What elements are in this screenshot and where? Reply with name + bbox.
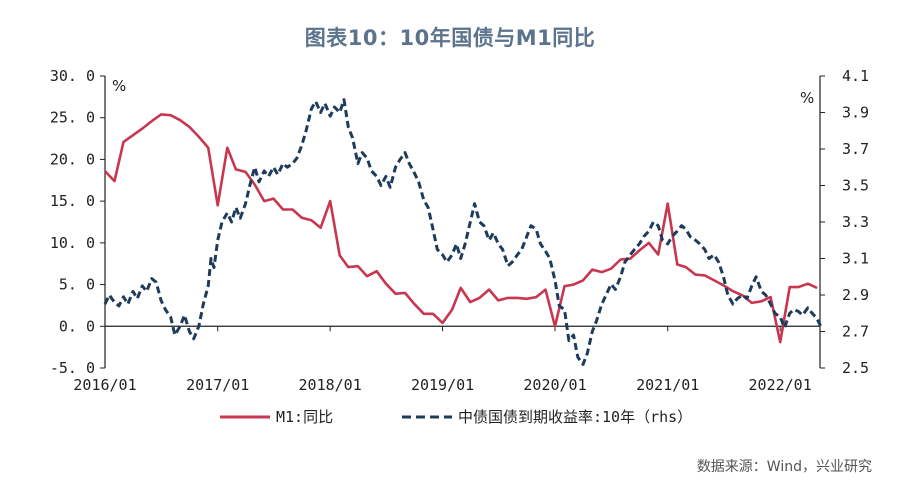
chart-title: 图表10：10年国债与M1同比: [304, 26, 596, 50]
right-tick-label: 4.1: [842, 67, 869, 85]
source-note: 数据来源：Wind，兴业研究: [696, 459, 872, 475]
x-tick-label: 2022/01: [749, 376, 812, 394]
left-tick-label: 15. 0: [50, 192, 95, 210]
m1-series-line: [104, 113, 818, 344]
left-y-axis: 30. 0 25. 0 20. 0 15. 0 10. 0 5. 0 0. 0 -5. 0: [50, 67, 106, 377]
left-tick-label: 30. 0: [50, 67, 95, 85]
bond-yield-series-line: [103, 98, 823, 366]
left-tick-label: 20. 0: [50, 150, 95, 168]
legend: M1:同比 中债国债到期收益率:10年（rhs）: [220, 408, 692, 426]
x-tick-label: 2019/01: [411, 376, 474, 394]
right-tick-label: 3.3: [842, 213, 869, 231]
x-tick-label: 2020/01: [523, 376, 586, 394]
right-tick-label: 2.7: [842, 323, 869, 341]
x-tick-label: 2021/01: [636, 376, 699, 394]
x-tick-label: 2017/01: [186, 376, 249, 394]
right-tick-label: 3.9: [842, 104, 869, 122]
right-tick-label: 2.5: [842, 359, 869, 377]
x-axis: 2016/01 2017/01 2018/01 2019/01 2020/01 2021/…: [73, 325, 820, 394]
left-tick-label: 25. 0: [50, 109, 95, 127]
left-tick-label: 0. 0: [59, 317, 95, 335]
right-y-axis: 4.1 3.9 3.7 3.5 3.3 3.1 2.9 2.7 2.5: [819, 67, 869, 377]
x-tick-label: 2018/01: [299, 376, 362, 394]
x-tick-label: 2016/01: [73, 376, 136, 394]
right-tick-label: 2.9: [842, 286, 869, 304]
legend-label: M1:同比: [276, 408, 333, 426]
legend-label: 中债国债到期收益率:10年（rhs）: [458, 408, 692, 426]
left-unit-label: %: [112, 77, 126, 95]
right-tick-label: 3.1: [842, 250, 869, 268]
left-tick-label: 5. 0: [59, 276, 95, 294]
series-lines: [103, 98, 823, 366]
right-tick-label: 3.7: [842, 140, 869, 158]
right-tick-label: 3.5: [842, 177, 869, 195]
left-tick-label: 10. 0: [50, 234, 95, 252]
left-tick-label: -5. 0: [50, 359, 95, 377]
right-unit-label: %: [800, 89, 814, 107]
